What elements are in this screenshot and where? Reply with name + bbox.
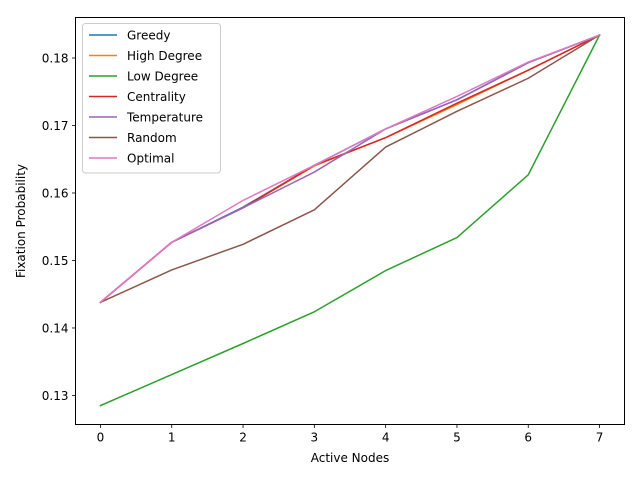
y-axis: 0.13 0.14 0.15 0.16 0.17 0.18: [42, 51, 76, 403]
x-axis-label: Active Nodes: [311, 451, 390, 465]
y-tick-label: 0.18: [42, 51, 69, 65]
x-axis: 0 1 2 3 4 5 6 7: [97, 424, 604, 445]
x-tick-label: 4: [382, 431, 390, 445]
series-line-optimal: [99, 34, 601, 304]
y-tick-label: 0.15: [42, 254, 69, 268]
y-tick-label: 0.16: [42, 186, 69, 200]
x-tick-label: 1: [168, 431, 176, 445]
legend-label: High Degree: [127, 49, 202, 63]
legend-box: [82, 23, 221, 174]
series-line-random: [99, 34, 601, 304]
x-tick-label: 0: [97, 431, 105, 445]
y-tick-label: 0.17: [42, 119, 69, 133]
series-line-low-degree: [99, 34, 601, 407]
plot-frame: [75, 17, 625, 425]
x-tick-label: 2: [239, 431, 247, 445]
legend-label: Random: [127, 131, 177, 145]
legend-label: Optimal: [127, 151, 174, 165]
series-line-temperature: [99, 34, 601, 304]
legend-label: Centrality: [127, 90, 186, 104]
y-tick-label: 0.14: [42, 321, 69, 335]
x-tick-label: 6: [524, 431, 532, 445]
legend-label: Temperature: [126, 110, 203, 124]
legend: Greedy High Degree Low Degree Centrality Tem…: [82, 23, 221, 174]
x-tick-label: 7: [596, 431, 604, 445]
series-layer: [99, 34, 601, 407]
legend-label: Low Degree: [127, 69, 198, 83]
legend-label: Greedy: [127, 28, 170, 42]
y-axis-label: Fixation Probability: [14, 164, 28, 278]
x-tick-label: 5: [453, 431, 461, 445]
x-tick-label: 3: [311, 431, 319, 445]
y-tick-label: 0.13: [42, 389, 69, 403]
